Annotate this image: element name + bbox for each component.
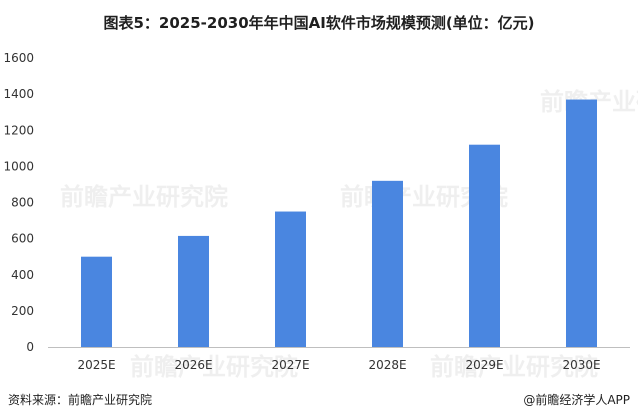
watermark-layer: 前瞻产业研究院前瞻产业研究院前瞻产业研究院前瞻产业研究院前瞻产业研究院 <box>60 88 638 381</box>
y-axis: 0 200 400 600 800 1000 1200 1400 1600 <box>3 51 34 354</box>
bar-2026E <box>178 235 209 347</box>
brand-label: @前瞻经济学人APP <box>523 393 630 407</box>
x-tick-label: 2028E <box>368 358 406 372</box>
watermark-text: 前瞻产业研究院 <box>430 353 598 381</box>
y-tick-label: 400 <box>11 268 34 282</box>
source-note: 资料来源：前瞻产业研究院 <box>8 393 153 407</box>
bar-2025E <box>81 256 112 347</box>
x-tick-label: 2027E <box>271 358 309 372</box>
watermark-text: 前瞻产业研究院 <box>60 183 228 211</box>
y-tick-label: 1000 <box>3 159 34 173</box>
chart-title: 图表5：2025-2030年年中国AI软件市场规模预测(单位：亿元) <box>103 14 535 32</box>
y-tick-label: 200 <box>11 304 34 318</box>
bar-2030E <box>566 99 597 347</box>
y-tick-label: 1400 <box>3 87 34 101</box>
bar-2029E <box>469 144 500 347</box>
x-tick-label: 2026E <box>174 358 212 372</box>
x-tick-label: 2030E <box>562 358 600 372</box>
y-tick-label: 800 <box>11 196 34 210</box>
bar-2028E <box>372 180 403 347</box>
bars <box>81 99 597 347</box>
x-tick-label: 2025E <box>77 358 115 372</box>
y-tick-label: 1600 <box>3 51 34 65</box>
x-tick-label: 2029E <box>465 358 503 372</box>
x-axis: 2025E 2026E 2027E 2028E 2029E 2030E <box>77 358 600 372</box>
y-tick-label: 600 <box>11 232 34 246</box>
watermark-text: 前瞻产业研究院 <box>130 353 298 381</box>
y-tick-label: 0 <box>26 340 34 354</box>
y-tick-label: 1200 <box>3 123 34 137</box>
bar-2027E <box>275 211 306 347</box>
